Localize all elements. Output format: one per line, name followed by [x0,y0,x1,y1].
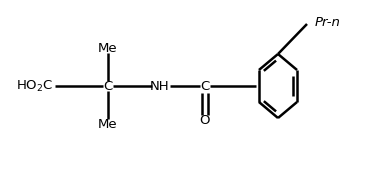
Text: Me: Me [98,42,118,54]
Text: NH: NH [150,80,170,93]
Text: HO$_2$C: HO$_2$C [16,78,54,94]
Text: O: O [200,113,210,126]
Text: Me: Me [98,117,118,130]
Text: Pr-n: Pr-n [315,16,341,29]
Text: C: C [200,80,210,93]
Text: C: C [103,80,113,93]
